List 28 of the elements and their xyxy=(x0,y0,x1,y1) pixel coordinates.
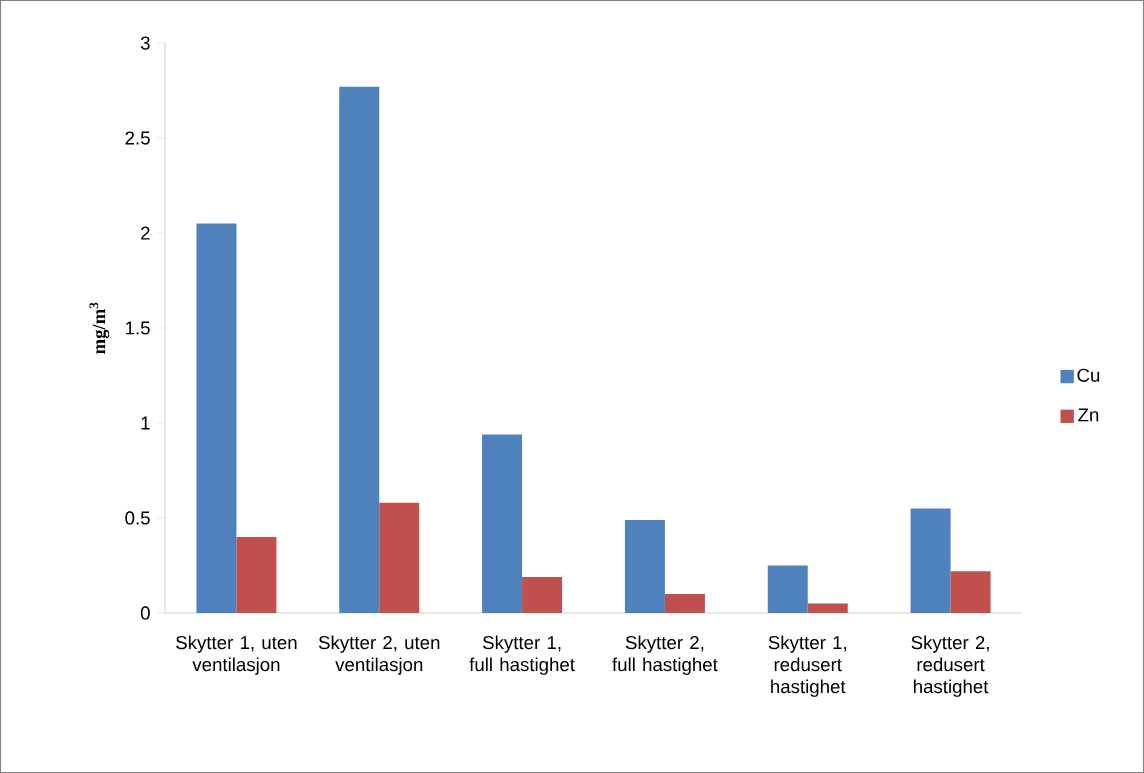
bar xyxy=(339,86,380,613)
y-tick-label: 1.5 xyxy=(126,321,150,335)
y-tick-label: 2 xyxy=(141,226,150,240)
bar xyxy=(910,508,951,613)
x-tick-label: Skytter 2, redusert hastighet xyxy=(911,635,989,697)
x-tick-label: Skytter 1, uten ventilasjon xyxy=(176,635,297,675)
x-tick-label: Skytter 1, full hastighet xyxy=(469,635,575,675)
legend-label: Zn xyxy=(1078,408,1099,422)
y-tick-label: 0 xyxy=(140,606,150,620)
x-tick-label: Skytter 2, uten ventilasjon xyxy=(318,635,440,675)
bar xyxy=(807,603,848,613)
bar xyxy=(196,223,237,613)
x-tick-label: Skytter 2, full hastighet xyxy=(612,635,718,675)
y-axis-title: mg/m$^{3}$ xyxy=(89,302,110,354)
y-tick-label: 1 xyxy=(141,416,150,430)
bar xyxy=(624,519,665,613)
bar xyxy=(522,576,563,613)
y-tick-label: 2.5 xyxy=(125,131,150,145)
bar xyxy=(767,565,808,613)
bar xyxy=(664,593,705,613)
bar xyxy=(379,502,420,613)
y-tick-label: 0.5 xyxy=(125,511,150,525)
bar xyxy=(950,571,991,613)
legend-label: Cu xyxy=(1077,368,1100,382)
y-tick-label: 3 xyxy=(140,36,150,50)
bar xyxy=(482,434,523,613)
x-tick-label: Skytter 1, redusert hastighet xyxy=(768,635,846,697)
bar xyxy=(236,537,277,613)
